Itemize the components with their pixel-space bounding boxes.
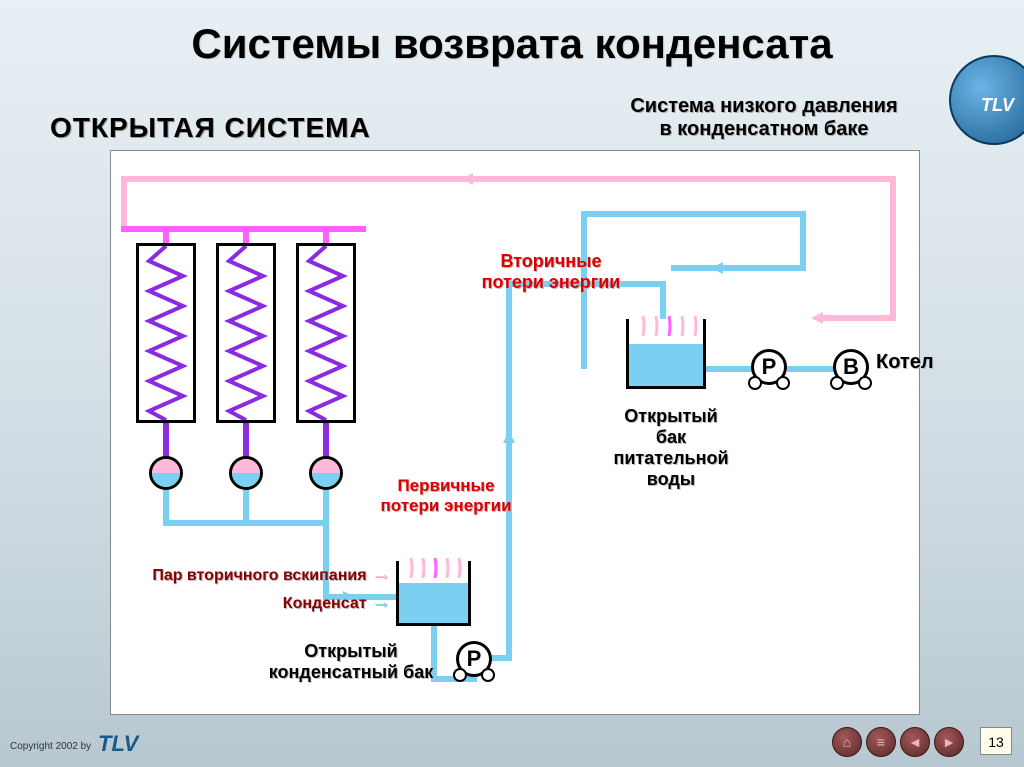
valve-1 (149, 456, 183, 490)
globe-label: TLV (981, 95, 1014, 116)
pipe-feed-out (706, 366, 756, 372)
navigation-bar: ⌂ ≡ ◄ ► (832, 727, 964, 757)
heater-3 (296, 243, 356, 423)
pump-b-label: B (843, 354, 859, 380)
subtitle-open-system: ОТКРЫТАЯ СИСТЕМА (50, 112, 371, 144)
subtitle-right-1: Система низкого давления (604, 95, 924, 118)
pipe-blue-down (323, 520, 329, 600)
arrow-blue-inner (711, 262, 723, 274)
page-number: 13 (980, 727, 1012, 755)
pipe-purple-1 (163, 423, 169, 458)
feed-tank-water (629, 344, 703, 386)
tlv-logo-bottom: TLV (98, 731, 138, 757)
arrow-pink-feed (811, 312, 823, 324)
pipe-blue-inner-h2 (671, 265, 806, 271)
label-secondary-losses: Вторичные потери энергии (461, 251, 641, 293)
pipe-blue-v1 (163, 490, 169, 520)
pipe-p-to-b (787, 366, 837, 372)
subtitle-right-2: в конденсатном баке (604, 118, 924, 141)
pipe-purple-2 (243, 423, 249, 458)
pipe-up-to-feed (506, 281, 512, 661)
condensate-tank (396, 561, 471, 626)
heater-2 (216, 243, 276, 423)
label-flash-steam: Пар вторичного вскипания → (101, 563, 391, 586)
pump-b: B (833, 349, 869, 385)
pump-p2-label: P (762, 354, 777, 380)
pipe-pink-right-h (821, 315, 896, 321)
heater-1 (136, 243, 196, 423)
arrow-flash-icon: → (371, 563, 391, 585)
pipe-blue-collect (163, 520, 329, 526)
pipe-blue-v2 (243, 490, 249, 520)
arrow-cond-icon: → (371, 591, 391, 613)
label-cond-tank: Открытый конденсатный бак (241, 641, 461, 683)
cond-tank-water (399, 583, 468, 623)
label-feed-tank: Открытый бак питательной воды (591, 406, 751, 490)
pipe-purple-3 (323, 423, 329, 458)
valve-3 (309, 456, 343, 490)
valve-2 (229, 456, 263, 490)
pipe-pink-right-down (890, 176, 896, 321)
slide-title: Системы возврата конденсата (0, 20, 1024, 68)
copyright-text: Copyright 2002 by (10, 741, 91, 752)
globe-logo: TLV (949, 55, 1024, 145)
label-boiler: Котел (876, 351, 934, 374)
pipe-blue-v3 (323, 490, 329, 520)
pump-p-label: P (467, 646, 482, 672)
feed-water-tank (626, 319, 706, 389)
nav-next-button[interactable]: ► (934, 727, 964, 757)
pump-p-right: P (751, 349, 787, 385)
label-condensate: Конденсат → (211, 591, 391, 614)
pipe-blue-inner-v2 (800, 211, 806, 271)
pipe-blue-inner-h (581, 211, 806, 217)
label-primary-losses: Первичные потери энергии (366, 476, 526, 516)
diagram-container: P P B Вторичные потери энергии Первичные (110, 150, 920, 715)
arrow-up-feed (503, 431, 515, 443)
subtitle-low-pressure: Система низкого давления в конденсатном … (604, 95, 924, 141)
pipe-pink-top (121, 176, 896, 182)
nav-list-button[interactable]: ≡ (866, 727, 896, 757)
pipe-pink-left-down (121, 176, 127, 226)
nav-back-button[interactable]: ◄ (900, 727, 930, 757)
pipe-pump-to-up (492, 655, 512, 661)
pump-p-bottom: P (456, 641, 492, 677)
nav-home-button[interactable]: ⌂ (832, 727, 862, 757)
arrow-pink-top (461, 173, 473, 185)
